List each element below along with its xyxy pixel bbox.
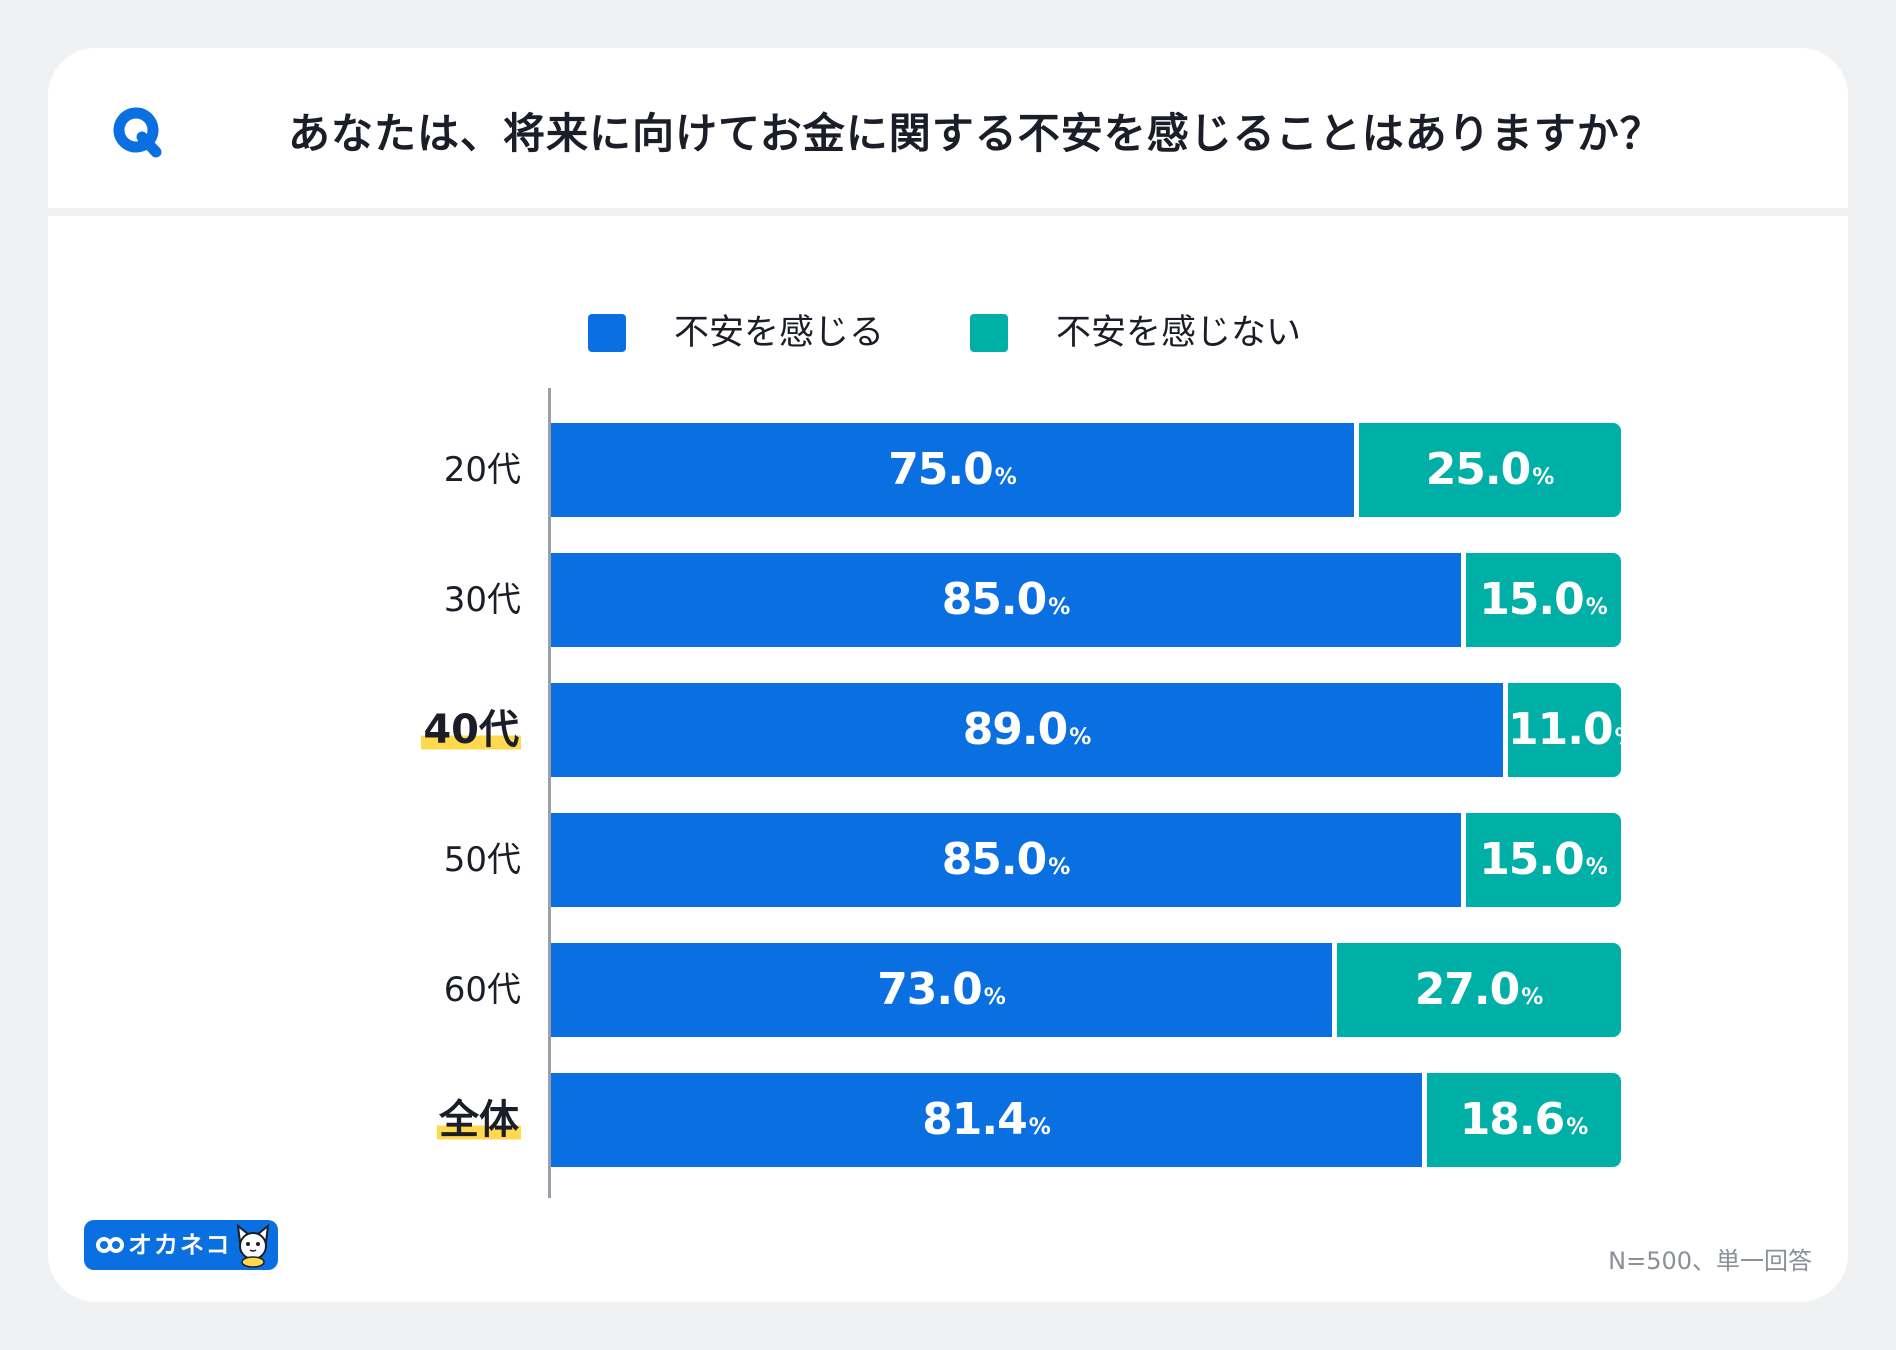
value-label-not-anxious: 15.0%: [1479, 574, 1608, 625]
legend-label-not-anxious: 不安を感じない: [1056, 313, 1302, 353]
bar-anxious: [551, 683, 1503, 777]
value-label-anxious: 75.0%: [888, 444, 1017, 495]
value-label-anxious: 81.4%: [922, 1094, 1051, 1145]
sample-note: N=500、単一回答: [1608, 1247, 1812, 1275]
category-label: 50代: [443, 840, 521, 880]
value-label-not-anxious: 25.0%: [1425, 444, 1555, 495]
question-header: あなたは、将来に向けてお金に関する不安を感じることはありますか？: [48, 48, 1848, 208]
value-label-not-anxious: 11.0%: [1508, 704, 1637, 755]
logo-text: オカネコ: [128, 1231, 232, 1259]
bar-anxious: [551, 943, 1332, 1037]
category-label: 30代: [443, 580, 521, 620]
value-label-not-anxious: 27.0%: [1414, 964, 1544, 1015]
bar-not-anxious: [1466, 813, 1621, 907]
category-label: 60代: [443, 970, 521, 1010]
value-label-anxious: 89.0%: [962, 704, 1092, 755]
bar-anxious: [551, 813, 1461, 907]
chart-card: あなたは、将来に向けてお金に関する不安を感じることはありますか？ 不安を感じる …: [48, 48, 1848, 1302]
legend-swatch-not-anxious: [970, 314, 1008, 352]
value-label-anxious: 85.0%: [941, 834, 1071, 885]
cat-mascot-icon: [236, 1223, 270, 1268]
legend: 不安を感じる 不安を感じない: [48, 306, 1848, 366]
category-label: 全体: [437, 1097, 521, 1143]
value-label-anxious: 73.0%: [877, 964, 1006, 1015]
q-icon: [113, 107, 162, 158]
bar-anxious: [551, 1073, 1422, 1167]
value-label-not-anxious: 15.0%: [1479, 834, 1608, 885]
value-label-anxious: 85.0%: [941, 574, 1071, 625]
value-label-not-anxious: 18.6%: [1459, 1094, 1589, 1145]
category-label: 40代: [421, 707, 521, 753]
infinity-icon: [96, 1237, 124, 1253]
question-text: あなたは、将来に向けてお金に関する不安を感じることはありますか？: [288, 109, 1663, 158]
bar-anxious: [551, 423, 1354, 517]
bar-not-anxious: [1508, 683, 1621, 777]
bar-not-anxious: [1337, 943, 1621, 1037]
header-divider: [48, 208, 1848, 216]
y-axis-line: [548, 388, 551, 1198]
bar-not-anxious: [1466, 553, 1621, 647]
bar-not-anxious: [1427, 1073, 1621, 1167]
bar-anxious: [551, 553, 1461, 647]
category-label: 20代: [443, 450, 521, 490]
okaneko-logo: オカネコ: [84, 1220, 278, 1270]
legend-swatch-anxious: [588, 314, 626, 352]
bar-not-anxious: [1359, 423, 1621, 517]
legend-label-anxious: 不安を感じる: [674, 313, 885, 353]
